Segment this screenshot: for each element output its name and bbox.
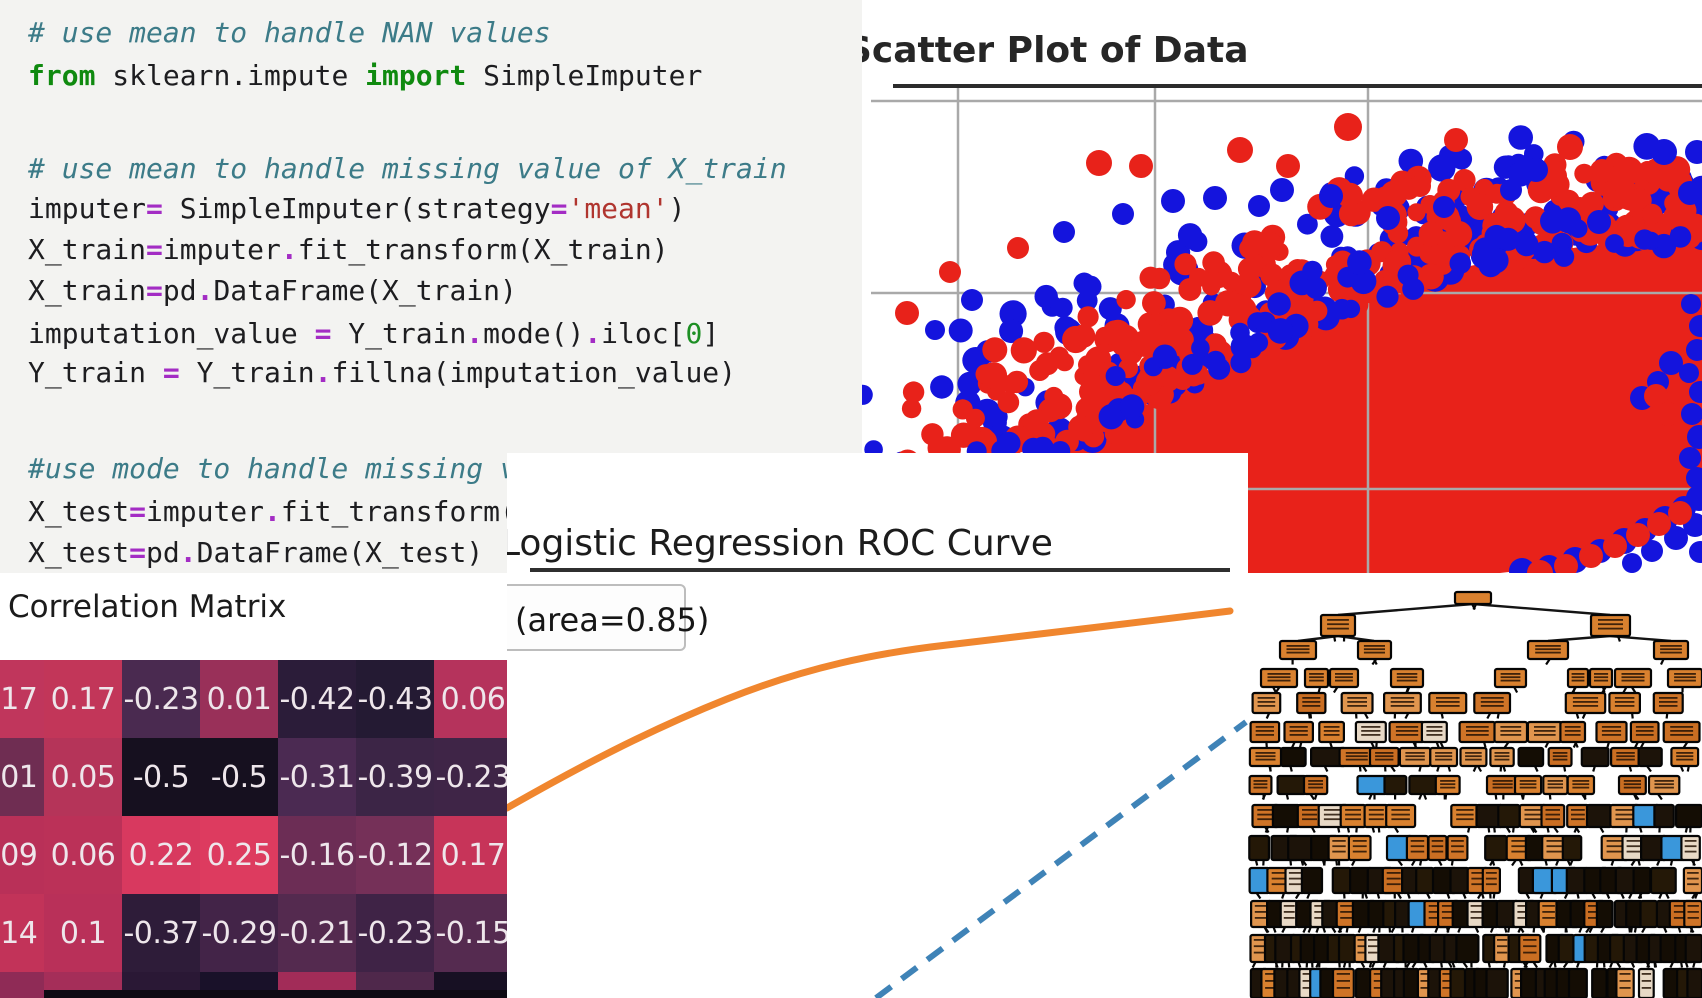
heatmap-cell: 0.05 (44, 738, 122, 816)
decision-tree-panel (1248, 573, 1702, 998)
code-line: imputation_value = Y_train.mode().iloc[0… (28, 317, 720, 350)
heatmap-clipped-row-edge (44, 990, 507, 998)
heatmap-cell: 0.01 (200, 660, 278, 738)
heatmap-cell: -0.5 (122, 738, 200, 816)
heatmap-cell: 0.14 (0, 894, 44, 972)
code-line: X_train=imputer.fit_transform(X_train) (28, 233, 669, 266)
heatmap-cell: -0.23 (122, 660, 200, 738)
correlation-matrix-panel: Correlation Matrix 0.170.17-0.230.01-0.4… (0, 575, 507, 998)
code-line: # use mean to handle NAN values (28, 16, 551, 49)
scatter-plot-title: Scatter Plot of Data (862, 30, 1249, 71)
heatmap-cell: 0.22 (122, 816, 200, 894)
heatmap-cell: -0.29 (200, 894, 278, 972)
code-line: from sklearn.impute import SimpleImputer (28, 59, 703, 92)
heatmap-cell: -0.21 (278, 894, 356, 972)
roc-curve-panel: (area=0.85) Logistic Regression ROC Curve (507, 453, 1248, 998)
code-line: imputer= SimpleImputer(strategy='mean') (28, 192, 686, 225)
roc-title: Logistic Regression ROC Curve (507, 523, 1053, 564)
heatmap-cell: -0.23 (434, 738, 507, 816)
heatmap-cell: -0.42 (278, 660, 356, 738)
heatmap-cell: -0.31 (278, 738, 356, 816)
heatmap-cell: -0.39 (356, 738, 434, 816)
heatmap-cell: -0.43 (356, 660, 434, 738)
heatmap-cell: 0.01 (0, 738, 44, 816)
decision-tree-canvas (1248, 573, 1702, 998)
code-line: # use mean to handle missing value of X_… (28, 152, 787, 185)
heatmap-cell: -0.12 (356, 816, 434, 894)
code-line: X_train=pd.DataFrame(X_train) (28, 274, 517, 307)
heatmap-cell (0, 972, 44, 998)
heatmap-cell: -0.16 (278, 816, 356, 894)
heatmap-cell: 0.25 (200, 816, 278, 894)
heatmap-cell: -0.15 (434, 894, 507, 972)
heatmap-cell: 0.06 (44, 816, 122, 894)
code-line: X_test=pd.DataFrame(X_test) (28, 536, 484, 569)
heatmap-cell: -0.5 (200, 738, 278, 816)
heatmap-cell: 0.1 (44, 894, 122, 972)
heatmap-cell: 0.17 (434, 816, 507, 894)
heatmap-cell: -0.23 (356, 894, 434, 972)
heatmap-cell: 0.06 (434, 660, 507, 738)
roc-legend-label: (area=0.85) (515, 601, 709, 639)
heatmap-cell: -0.37 (122, 894, 200, 972)
roc-curve-canvas: (area=0.85) Logistic Regression ROC Curve (507, 453, 1248, 998)
correlation-matrix-title: Correlation Matrix (8, 589, 287, 625)
correlation-matrix-grid: 0.170.17-0.230.01-0.42-0.430.060.010.05-… (0, 575, 507, 998)
roc-legend-box (507, 584, 686, 651)
heatmap-cell: 0.17 (44, 660, 122, 738)
code-line: Y_train = Y_train.fillna(imputation_valu… (28, 356, 737, 389)
heatmap-cell: 0.17 (0, 660, 44, 738)
heatmap-cell: 0.09 (0, 816, 44, 894)
